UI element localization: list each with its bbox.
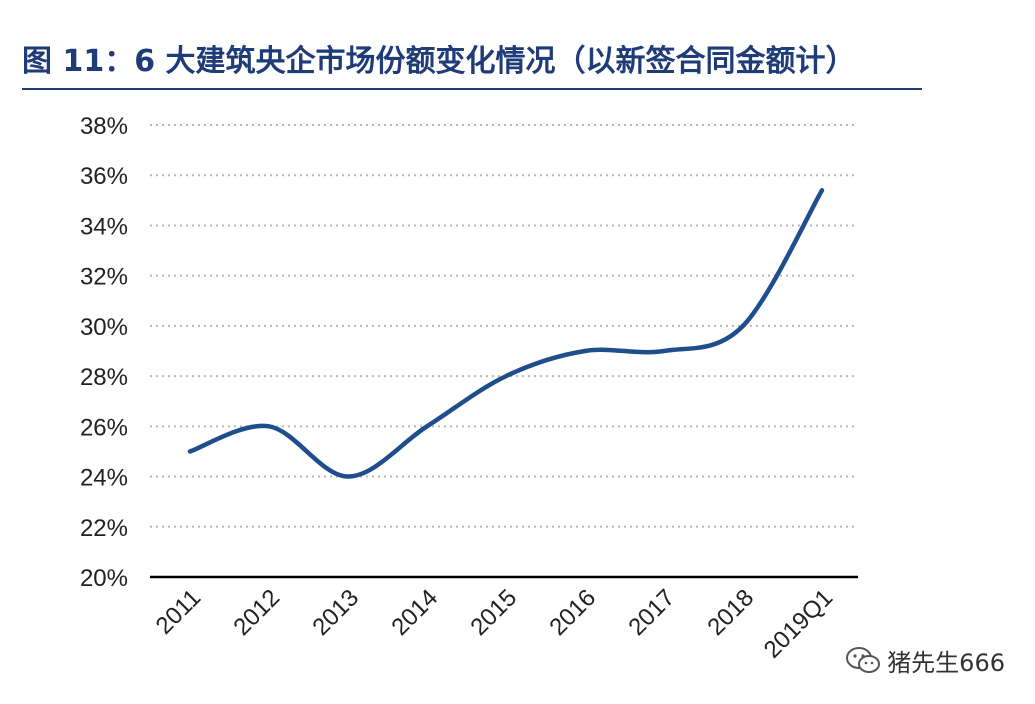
watermark: 猪先生666 [845, 643, 1005, 678]
y-tick-label: 36% [80, 163, 128, 190]
series-line [187, 188, 825, 479]
x-tick-label: 2011 [151, 584, 207, 640]
x-tick-label: 2013 [307, 584, 364, 641]
y-tick-label: 32% [80, 264, 128, 291]
y-tick-label: 20% [80, 565, 128, 592]
y-tick-label: 38% [80, 113, 128, 140]
title-divider [22, 88, 922, 90]
y-tick-label: 34% [80, 213, 128, 240]
x-tick-label: 2012 [228, 584, 285, 641]
x-tick-label: 2016 [544, 584, 601, 641]
x-tick-label: 2018 [702, 584, 759, 641]
x-tick-label: 2017 [623, 584, 680, 641]
y-tick-label: 22% [80, 515, 128, 542]
x-tick-label: 2015 [465, 584, 522, 641]
wechat-icon [846, 646, 881, 673]
y-tick-label: 28% [80, 364, 128, 391]
y-tick-label: 26% [80, 414, 128, 441]
watermark-text: 猪先生666 [887, 649, 1005, 677]
y-tick-label: 24% [80, 465, 128, 492]
chart-title: 图 11：6 大建筑央企市场份额变化情况（以新签合同金额计） [22, 44, 856, 79]
x-tick-label: 2014 [386, 584, 443, 641]
x-tick-label: 2019Q1 [759, 584, 838, 663]
y-tick-label: 30% [80, 314, 128, 341]
